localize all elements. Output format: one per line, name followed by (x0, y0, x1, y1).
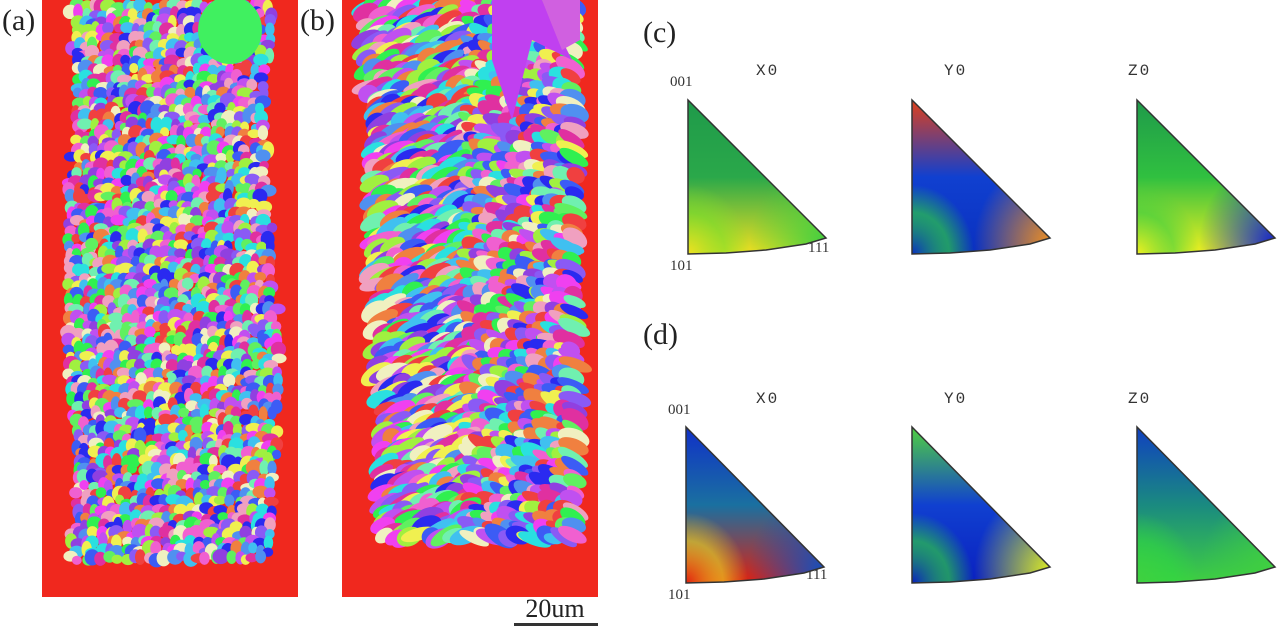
panel-label-d: (d) (643, 318, 678, 351)
pole-001-d: 001 (668, 402, 691, 418)
scale-bar-line (514, 623, 598, 626)
ipf-triangle-c-y0 (911, 98, 1052, 255)
pole-001-c: 001 (670, 74, 693, 90)
ebsd-map-b (342, 0, 598, 597)
ipf-title-c-x0: X0 (756, 62, 780, 80)
pole-111-c: 111 (808, 240, 830, 256)
grain-map-b (351, 0, 593, 549)
panel-label-b: (b) (300, 4, 335, 37)
ipf-triangle-d-z0 (1136, 425, 1277, 584)
ipf-title-c-z0: Z0 (1128, 62, 1152, 80)
pole-101-c: 101 (670, 258, 693, 274)
panel-label-c: (c) (643, 16, 677, 49)
ipf-title-c-y0: Y0 (944, 62, 968, 80)
ipf-triangle-c-x0 (687, 98, 828, 255)
ipf-triangle-d-x0 (685, 425, 826, 584)
ipf-title-d-y0: Y0 (944, 390, 968, 408)
ipf-title-d-z0: Z0 (1128, 390, 1152, 408)
ebsd-map-a (42, 0, 298, 597)
ipf-triangle-c-z0 (1136, 98, 1277, 255)
panel-label-a: (a) (2, 4, 36, 37)
pole-101-d: 101 (668, 587, 691, 603)
ipf-triangle-d-y0 (911, 425, 1052, 584)
ipf-title-d-x0: X0 (756, 390, 780, 408)
scale-bar-label: 20um (525, 594, 585, 623)
grain-map-a (60, 0, 287, 568)
